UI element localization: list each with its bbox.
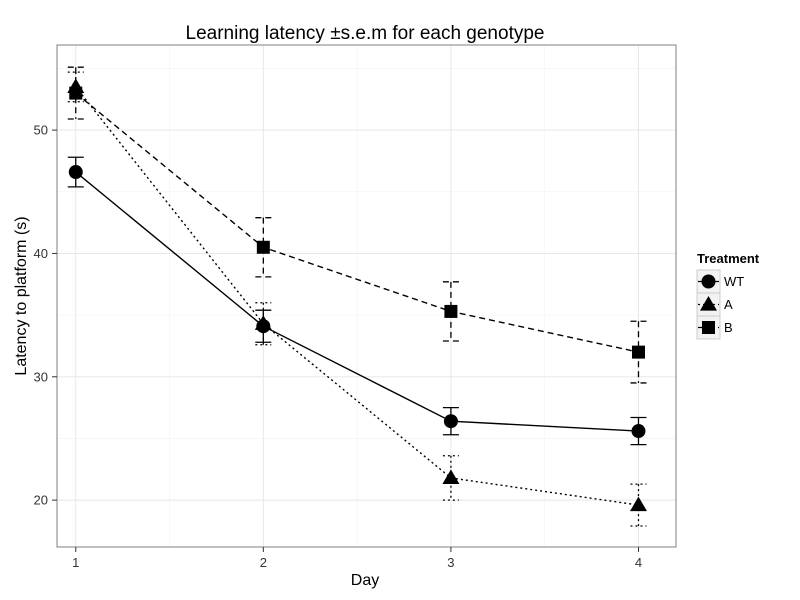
legend-label: B [724,320,733,335]
y-tick-label: 40 [34,246,48,261]
legend-item-a: A [696,292,733,317]
data-point-a [629,496,647,512]
series-layer [67,66,647,527]
plot-panel-border [56,44,677,548]
series-line-wt [75,171,639,432]
data-point-wt [631,424,646,439]
y-tick-label: 20 [34,493,48,508]
series-line-b [75,92,639,353]
legend-item-b: B [696,315,733,340]
x-axis-title: Day [351,572,379,589]
data-point-b [69,86,83,100]
data-point-b [631,345,645,359]
series-b [67,66,647,384]
x-tick-label: 2 [260,555,267,570]
data-point-a [442,469,460,485]
plot-panel [57,45,676,547]
legend-key-marker [700,296,717,311]
y-axis-title: Latency to platform (s) [13,216,30,375]
legend-label: WT [724,274,744,289]
data-point-wt [68,165,83,180]
x-tick-label: 3 [447,555,454,570]
data-point-b [256,240,270,254]
legend-key-marker [701,274,716,289]
legend-key-marker [702,321,715,334]
legend-label: A [724,297,733,312]
y-tick-label: 50 [34,123,48,138]
legend-item-wt: WT [696,269,744,294]
series-line-a [75,86,639,506]
grid [57,45,676,547]
legend-title: Treatment [697,251,760,266]
y-tick-label: 30 [34,369,48,384]
legend: Treatment WT AB [696,251,760,340]
x-tick-label: 4 [635,555,642,570]
chart-title: Learning latency ±s.e.m for each genotyp… [186,23,545,44]
data-point-b [444,304,458,318]
axis-ticks: 1 2 3 4 20 30 40 50 [34,123,643,570]
x-tick-label: 1 [72,555,79,570]
data-point-a [254,315,272,330]
data-point-wt [443,414,458,429]
